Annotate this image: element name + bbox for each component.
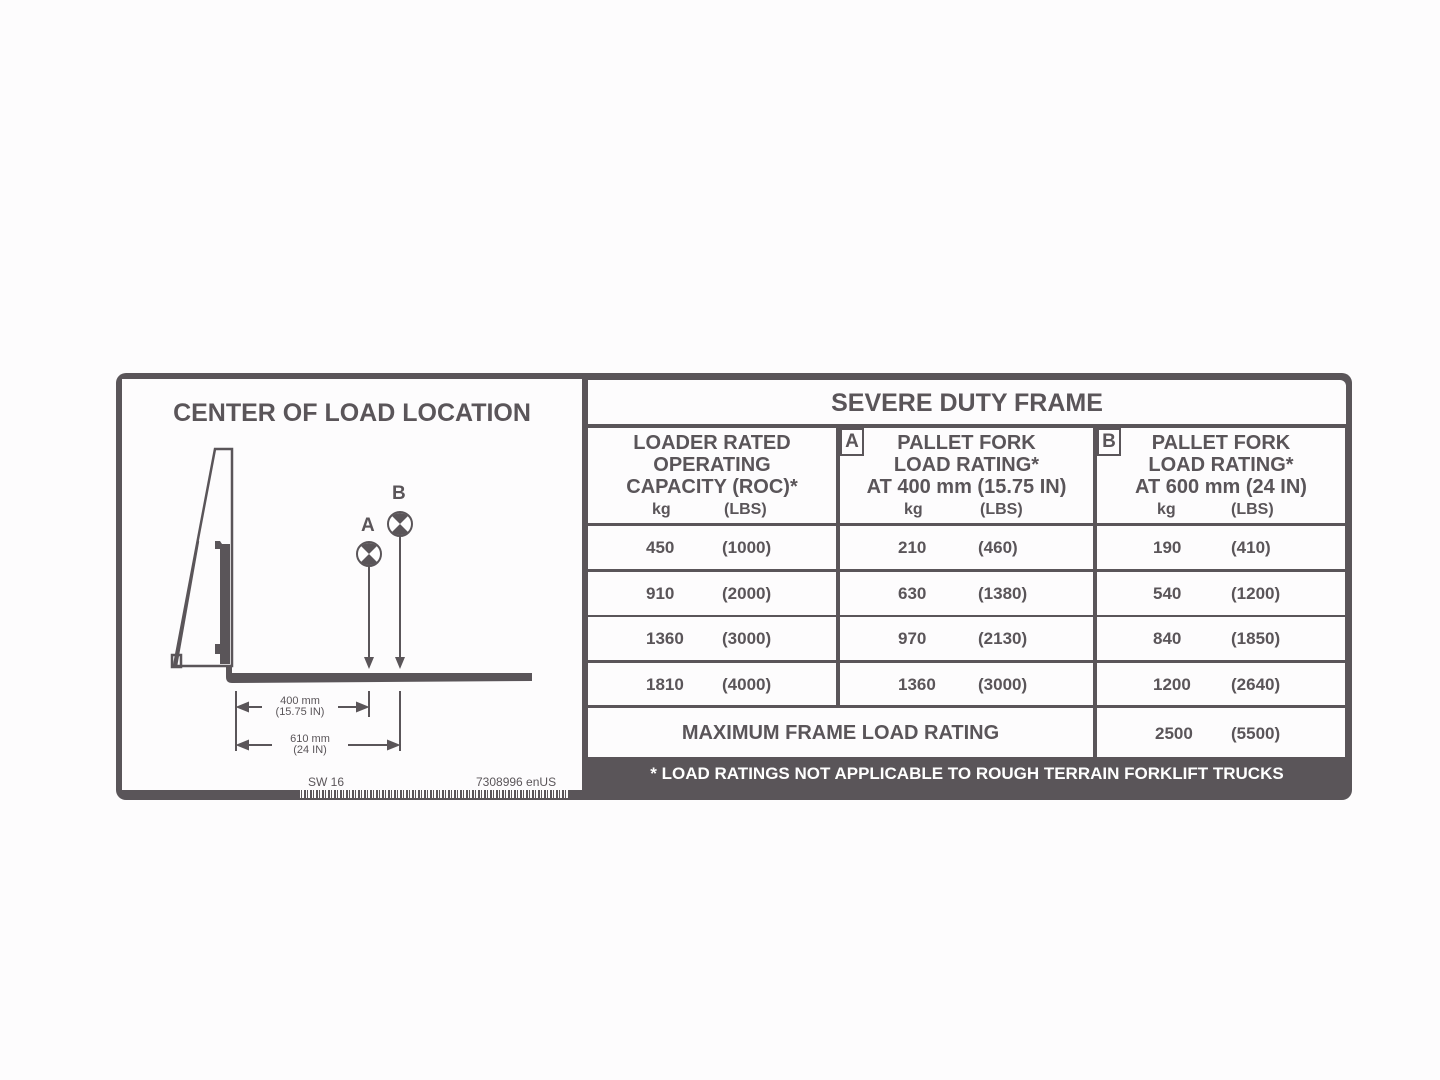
value-lbs: (460) — [978, 538, 1018, 557]
capacity-decal: CENTER OF LOAD LOCATION — [116, 373, 1352, 800]
value-kg: 840 — [1153, 629, 1182, 648]
table-cell: 1360 (3000) — [588, 617, 836, 660]
value-lbs: (3000) — [722, 629, 772, 648]
dim-a-mm: 400 mm — [280, 695, 320, 707]
fork-diagram — [170, 447, 532, 751]
value-lbs: (1200) — [1231, 583, 1281, 603]
value-kg: 1200 — [1153, 674, 1191, 694]
header-col-roc: LOADER RATED OPERATING CAPACITY (ROC)* k… — [588, 428, 836, 523]
marker-b: B — [1097, 428, 1121, 456]
value-kg: 630 — [898, 583, 927, 603]
value-lbs: (4000) — [722, 674, 772, 694]
table-cell: 450 (1000) — [588, 526, 836, 569]
header-line: AT 400 mm (15.75 IN) — [866, 476, 1067, 498]
backrest-foot — [170, 653, 183, 669]
unit-lbs: (LBS) — [980, 501, 1023, 518]
table-cell: 1360 (3000) — [840, 662, 1093, 705]
header-line: PALLET FORK — [897, 432, 1036, 454]
header-line: PALLET FORK — [1151, 432, 1291, 454]
unit-kg: kg — [904, 501, 923, 518]
load-center-b-icon — [387, 511, 413, 669]
table-cell: 630 (1380) — [840, 571, 1093, 615]
dim-b-mm: 610 mm — [290, 733, 330, 745]
table-title: SEVERE DUTY FRAME — [831, 389, 1103, 417]
dim-a-in: (15.75 IN) — [275, 706, 325, 718]
table-cell: 970 (2130) — [840, 617, 1093, 660]
value-kg: 450 — [646, 538, 675, 557]
table-cell: 910 (2000) — [588, 571, 836, 615]
table-cell: 1200 (2640) — [1097, 662, 1345, 705]
value-lbs: (2130) — [978, 629, 1028, 648]
unit-kg: kg — [1157, 501, 1176, 518]
header-line: CAPACITY (ROC)* — [626, 476, 798, 498]
value-kg: 540 — [1153, 583, 1182, 603]
value-kg: 210 — [898, 538, 927, 557]
header-line: LOAD RATING* — [1148, 454, 1294, 476]
value-kg: 1360 — [898, 674, 936, 694]
header-line: AT 600 mm (24 IN) — [1135, 476, 1307, 498]
max-rating-value-cell: 2500 (5500) — [1097, 708, 1345, 757]
value-kg: 190 — [1153, 538, 1182, 557]
table-cell: 210 (460) — [840, 526, 1093, 569]
fork-carriage — [215, 541, 230, 664]
value-kg: 1810 — [646, 674, 684, 694]
value-lbs: (1000) — [722, 538, 772, 557]
value-kg: 1360 — [646, 629, 684, 648]
unit-lbs: (LBS) — [724, 501, 767, 518]
marker-a: A — [840, 428, 864, 456]
value-lbs: (1380) — [978, 583, 1028, 603]
max-rating-label: MAXIMUM FRAME LOAD RATING — [681, 722, 1000, 744]
value-kg: 970 — [898, 629, 927, 648]
value-lbs: (410) — [1231, 538, 1271, 557]
max-rating-label-cell: MAXIMUM FRAME LOAD RATING — [588, 708, 1093, 757]
dim-b-in: (24 IN) — [293, 744, 327, 756]
value-lbs: (2640) — [1231, 674, 1281, 694]
max-lbs: (5500) — [1231, 724, 1281, 743]
unit-kg: kg — [652, 501, 671, 518]
table-cell: 190 (410) — [1097, 526, 1345, 569]
barcode — [298, 790, 568, 798]
table-cell: 840 (1850) — [1097, 617, 1345, 660]
code-right: 7308996 enUS — [476, 775, 557, 789]
table-cell: 1810 (4000) — [588, 662, 836, 705]
footnote: * LOAD RATINGS NOT APPLICABLE TO ROUGH T… — [650, 764, 1284, 783]
load-center-a-icon — [356, 541, 382, 669]
center-of-load-panel: CENTER OF LOAD LOCATION — [122, 379, 582, 790]
panel-title: CENTER OF LOAD LOCATION — [173, 399, 531, 427]
code-left: SW 16 — [308, 775, 345, 789]
value-lbs: (2000) — [722, 583, 772, 603]
value-kg: 910 — [646, 583, 675, 603]
max-kg: 2500 — [1155, 724, 1193, 743]
header-line: OPERATING — [653, 454, 771, 476]
point-b-label: B — [392, 483, 406, 504]
header-line: LOADER RATED — [633, 432, 791, 454]
dimension-lines — [235, 691, 401, 751]
title-row: SEVERE DUTY FRAME — [588, 380, 1346, 424]
fork-blade — [226, 666, 532, 683]
value-lbs: (1850) — [1231, 629, 1281, 648]
header-line: LOAD RATING* — [893, 454, 1040, 476]
point-a-label: A — [361, 515, 375, 536]
table-cell: 540 (1200) — [1097, 571, 1345, 615]
header-col-b: B PALLET FORK LOAD RATING* AT 600 mm (24… — [1097, 428, 1345, 523]
value-lbs: (3000) — [978, 674, 1028, 694]
header-col-a: A PALLET FORK LOAD RATING* AT 400 mm (15… — [840, 428, 1093, 523]
unit-lbs: (LBS) — [1231, 501, 1274, 518]
